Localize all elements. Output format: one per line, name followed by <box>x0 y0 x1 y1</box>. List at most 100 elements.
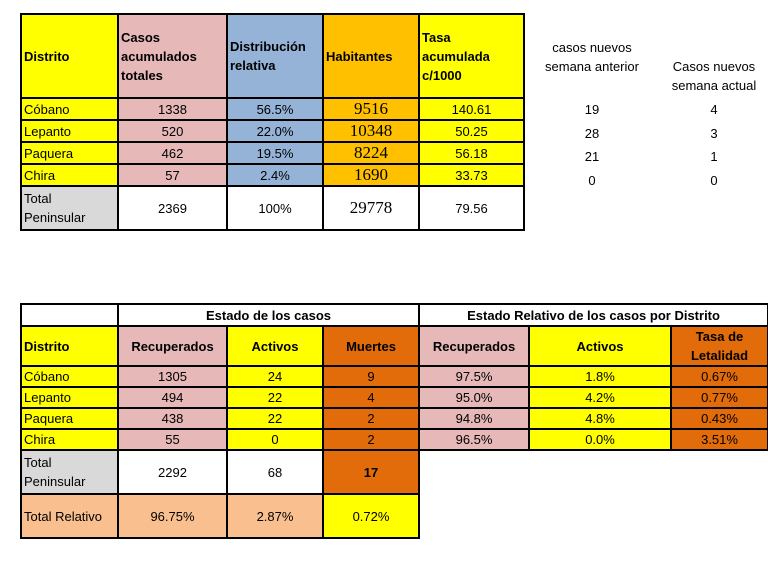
district-name: Cóbano <box>20 97 119 121</box>
header-recuperados: Recuperados <box>117 325 228 367</box>
rel-activos-value: 4.2% <box>528 386 673 409</box>
header-rel-recuperados: Recuperados <box>418 325 531 367</box>
empty-area <box>419 450 768 494</box>
recuperados-value: 55 <box>117 428 228 451</box>
table-row: Chira 55 0 2 96.5% 0.0% 3.51% <box>20 428 768 451</box>
header-distribucion: Distribución relativa <box>226 13 324 99</box>
total-tasa: 79.56 <box>418 185 525 231</box>
distribucion-value: 2.4% <box>226 163 324 187</box>
total-muertes: 17 <box>321 449 421 495</box>
recuperados-value: 438 <box>117 407 228 430</box>
anterior-value: 19 <box>584 102 600 117</box>
total-row: Total Peninsular 2369 100% 29778 79.56 <box>20 185 525 231</box>
relativo-recuperados: 96.75% <box>117 493 228 539</box>
header-rel-activos: Activos <box>528 325 673 367</box>
casos-value: 57 <box>117 163 228 187</box>
anterior-header: casos nuevos semana anterior <box>545 40 639 74</box>
tasa-value: 50.25 <box>418 119 525 143</box>
district-name: Cóbano <box>20 365 119 388</box>
group-header-row: Estado de los casos Estado Relativo de l… <box>20 303 768 327</box>
district-name: Paquera <box>20 407 119 430</box>
anterior-value: 0 <box>588 173 596 188</box>
actual-value: 3 <box>710 126 718 141</box>
distribucion-value: 22.0% <box>226 119 324 143</box>
tasa-value: 56.18 <box>418 141 525 165</box>
district-cases-table: Distrito Casos acumulados totales Distri… <box>20 13 525 231</box>
header-distrito: Distrito <box>20 13 119 99</box>
rel-recuperados-value: 95.0% <box>418 386 531 409</box>
activos-value: 22 <box>226 407 324 430</box>
tasa-value: 33.73 <box>418 163 525 187</box>
casos-value: 462 <box>117 141 228 165</box>
table-row: Lepanto 494 22 4 95.0% 4.2% 0.77% <box>20 386 768 409</box>
rel-recuperados-value: 96.5% <box>418 428 531 451</box>
new-cases-current-week: Casos nuevos semana actual 4 3 1 0 <box>660 57 768 188</box>
activos-value: 0 <box>226 428 324 451</box>
rel-recuperados-value: 94.8% <box>418 407 531 430</box>
header-row: Distrito Recuperados Activos Muertes Rec… <box>20 325 768 367</box>
relativo-activos: 2.87% <box>226 493 324 539</box>
table-row: Cóbano 1305 24 9 97.5% 1.8% 0.67% <box>20 365 768 388</box>
letalidad-value: 0.67% <box>670 365 768 388</box>
activos-value: 24 <box>226 365 324 388</box>
actual-value: 4 <box>710 102 718 117</box>
casos-value: 1338 <box>117 97 228 121</box>
letalidad-value: 0.43% <box>670 407 768 430</box>
actual-value: 0 <box>710 173 718 188</box>
anterior-value: 21 <box>584 149 600 164</box>
muertes-value: 2 <box>321 428 421 451</box>
muertes-value: 4 <box>321 386 421 409</box>
case-status-table: Estado de los casos Estado Relativo de l… <box>20 303 768 539</box>
table-row: Lepanto 520 22.0% 10348 50.25 <box>20 119 525 143</box>
rel-activos-value: 1.8% <box>528 365 673 388</box>
actual-value: 1 <box>710 149 718 164</box>
total-activos: 68 <box>226 449 324 495</box>
relative-row: Total Relativo 96.75% 2.87% 0.72% <box>20 493 768 539</box>
rel-activos-value: 0.0% <box>528 428 673 451</box>
district-name: Paquera <box>20 141 119 165</box>
muertes-value: 9 <box>321 365 421 388</box>
header-tasa: Tasa acumulada c/1000 <box>418 13 525 99</box>
letalidad-value: 0.77% <box>670 386 768 409</box>
district-name: Chira <box>20 163 119 187</box>
group-estado: Estado de los casos <box>116 303 421 327</box>
recuperados-value: 1305 <box>117 365 228 388</box>
actual-header: Casos nuevos semana actual <box>671 59 757 93</box>
anterior-value: 28 <box>584 126 600 141</box>
casos-value: 520 <box>117 119 228 143</box>
empty-cell <box>20 303 119 327</box>
empty-area <box>419 494 768 538</box>
relativo-muertes: 0.72% <box>321 493 421 539</box>
rel-recuperados-value: 97.5% <box>418 365 531 388</box>
habitantes-value: 9516 <box>322 97 420 121</box>
recuperados-value: 494 <box>117 386 228 409</box>
total-distribucion: 100% <box>226 185 324 231</box>
table-row: Cóbano 1338 56.5% 9516 140.61 <box>20 97 525 121</box>
distribucion-value: 56.5% <box>226 97 324 121</box>
district-name: Chira <box>20 428 119 451</box>
district-name: Lepanto <box>20 119 119 143</box>
total-label: Total Peninsular <box>20 449 119 495</box>
tasa-value: 140.61 <box>418 97 525 121</box>
table-row: Chira 57 2.4% 1690 33.73 <box>20 163 525 187</box>
header-habitantes: Habitantes <box>322 13 420 99</box>
habitantes-value: 10348 <box>322 119 420 143</box>
group-estado-relativo: Estado Relativo de los casos por Distrit… <box>418 303 768 327</box>
total-label: Total Peninsular <box>20 185 119 231</box>
header-row: Distrito Casos acumulados totales Distri… <box>20 13 525 99</box>
header-muertes: Muertes <box>321 325 421 367</box>
table-row: Paquera 438 22 2 94.8% 4.8% 0.43% <box>20 407 768 430</box>
total-casos: 2369 <box>117 185 228 231</box>
habitantes-value: 1690 <box>322 163 420 187</box>
table-row: Paquera 462 19.5% 8224 56.18 <box>20 141 525 165</box>
header-activos: Activos <box>226 325 324 367</box>
habitantes-value: 8224 <box>322 141 420 165</box>
relativo-label: Total Relativo <box>20 493 119 539</box>
total-habitantes: 29778 <box>322 185 420 231</box>
rel-activos-value: 4.8% <box>528 407 673 430</box>
muertes-value: 2 <box>321 407 421 430</box>
letalidad-value: 3.51% <box>670 428 768 451</box>
total-recuperados: 2292 <box>117 449 228 495</box>
activos-value: 22 <box>226 386 324 409</box>
distribucion-value: 19.5% <box>226 141 324 165</box>
